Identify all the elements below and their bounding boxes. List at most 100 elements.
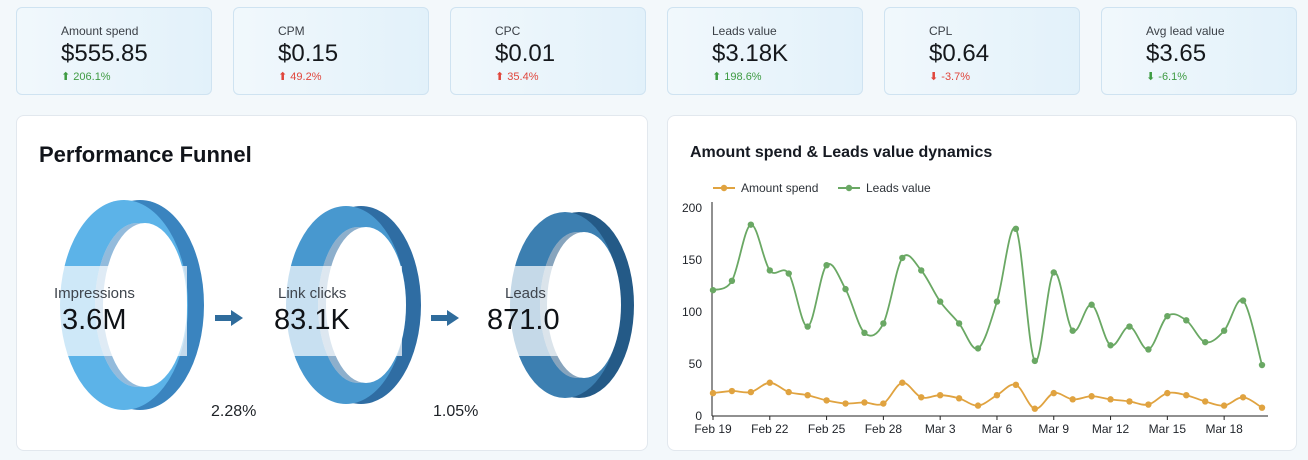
funnel-arrow-icon [431, 310, 459, 326]
kpi-card-amount-spend[interactable]: Amount spend $555.85 ⬆ 206.1% [16, 7, 212, 95]
amount-spend-point [1126, 398, 1133, 405]
amount-spend-point [936, 392, 944, 399]
amount-spend-point [993, 392, 1001, 399]
arrow-up-icon: ⬆ [61, 71, 71, 83]
leads-value-point [785, 270, 792, 277]
arrow-down-icon: ⬇ [1146, 71, 1156, 83]
leads-value-point [1258, 361, 1266, 369]
kpi-value: $3.18K [712, 40, 789, 67]
kpi-card-cpm[interactable]: CPM $0.15 ⬆ 49.2% [233, 7, 429, 95]
amount-spend-point [880, 400, 887, 407]
kpi-card-cpl[interactable]: CPL $0.64 ⬇ -3.7% [884, 7, 1080, 95]
x-tick-label: Feb 22 [751, 422, 789, 436]
x-tick-label: Mar 18 [1205, 422, 1243, 436]
leads-value-point [1164, 312, 1171, 320]
leads-value-point [1220, 327, 1228, 334]
funnel-stage-value: 871.0 [487, 304, 560, 336]
leads-value-point [1031, 357, 1039, 365]
amount-spend-point [785, 388, 792, 396]
kpi-label: CPM [278, 24, 305, 38]
legend-marker [845, 184, 853, 192]
chart-title: Amount spend & Leads value dynamics [690, 144, 993, 161]
leads-value-point [880, 320, 887, 327]
leads-value-point [936, 298, 944, 305]
amount-spend-point [861, 399, 868, 406]
dynamics-chart-card: Amount spend & Leads value dynamics 0 50 1… [667, 115, 1297, 451]
amount-spend-point [918, 394, 925, 401]
kpi-value: $0.01 [495, 40, 556, 67]
funnel-stage-label: Impressions [54, 285, 135, 302]
conversion-rate: 1.05% [433, 403, 479, 420]
line-chart: 0 50 100 150 200 Feb 19 Feb 22 Feb 25 Feb 28 Mar … [682, 181, 1268, 436]
kpi-label: CPL [929, 24, 953, 38]
x-tick-label: Feb 19 [694, 422, 732, 436]
funnel-title: Performance Funnel [39, 142, 252, 167]
leads-value-point [918, 267, 925, 274]
legend-marker [720, 184, 728, 192]
kpi-delta: ⬇ -6.1% [1146, 71, 1188, 83]
leads-value-point [842, 285, 849, 293]
amount-spend-point [1164, 389, 1171, 397]
kpi-delta: ⬆ 49.2% [278, 71, 322, 83]
amount-spend-point [1069, 396, 1076, 403]
kpi-delta: ⬇ -3.7% [929, 71, 971, 83]
amount-spend-point [899, 379, 906, 386]
amount-spend-point [823, 397, 830, 404]
kpi-delta: ⬆ 206.1% [61, 71, 111, 83]
amount-spend-point [1183, 392, 1190, 399]
kpi-value: $555.85 [61, 40, 148, 67]
x-tick-label: Mar 15 [1149, 422, 1187, 436]
leads-value-point [1145, 346, 1152, 353]
leads-value-point [804, 323, 811, 330]
leads-value-point [747, 221, 755, 228]
x-tick-label: Mar 6 [982, 422, 1013, 436]
x-tick-label: Mar 9 [1038, 422, 1069, 436]
amount-spend-point [842, 400, 849, 407]
amount-spend-point [1012, 381, 1020, 388]
y-tick-label: 150 [682, 253, 702, 267]
performance-funnel-card: Performance Funnel Impressions 3.6M Link… [16, 115, 648, 451]
kpi-card-avg-lead-value[interactable]: Avg lead value $3.65 ⬇ -6.1% [1101, 7, 1297, 95]
leads-value-point [823, 262, 830, 269]
leads-value-point [1107, 342, 1114, 349]
amount-spend-point [1239, 394, 1247, 401]
legend-label: Amount spend [741, 181, 818, 195]
amount-spend-point [766, 379, 773, 386]
kpi-value: $0.64 [929, 40, 990, 67]
kpi-label: CPC [495, 24, 521, 38]
x-tick-label: Feb 28 [865, 422, 903, 436]
leads-value-point [1183, 317, 1190, 324]
amount-spend-point [1145, 401, 1152, 408]
y-tick-label: 50 [689, 357, 703, 371]
funnel-arrow-icon [215, 310, 243, 326]
arrow-up-icon: ⬆ [278, 71, 288, 83]
leads-value-point [1069, 327, 1076, 334]
amount-spend-point [1031, 405, 1039, 412]
funnel-stage-value: 83.1K [274, 304, 350, 336]
x-tick-label: Mar 12 [1092, 422, 1130, 436]
leads-value-point [955, 320, 963, 327]
kpi-card-leads-value[interactable]: Leads value $3.18K ⬆ 198.6% [667, 7, 863, 95]
amount-spend-point [1202, 398, 1209, 405]
funnel-stage-value: 3.6M [62, 304, 127, 336]
leads-value-point [728, 277, 736, 284]
leads-value-point [899, 254, 906, 262]
y-tick-label: 200 [682, 201, 702, 215]
funnel-stage-label: Link clicks [278, 285, 347, 302]
amount-spend-point [804, 392, 811, 399]
leads-value-line [712, 223, 1263, 366]
x-tick-label: Mar 3 [925, 422, 956, 436]
leads-value-point [974, 345, 982, 352]
leads-value-point [1012, 225, 1020, 232]
amount-spend-point [1258, 404, 1266, 411]
leads-value-point [1202, 338, 1209, 346]
kpi-label: Avg lead value [1146, 24, 1225, 38]
amount-spend-point [747, 388, 755, 396]
amount-spend-point [709, 389, 717, 397]
kpi-delta: ⬆ 198.6% [712, 71, 762, 83]
leads-value-point [766, 267, 773, 274]
kpi-card-cpc[interactable]: CPC $0.01 ⬆ 35.4% [450, 7, 646, 95]
kpi-value: $3.65 [1146, 40, 1207, 67]
x-tick-label: Feb 25 [808, 422, 846, 436]
leads-value-point [1050, 269, 1057, 276]
